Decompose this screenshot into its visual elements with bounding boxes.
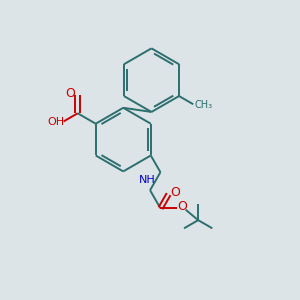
Text: O: O: [177, 200, 187, 213]
Text: OH: OH: [48, 117, 65, 128]
Text: O: O: [170, 186, 180, 199]
Text: NH: NH: [139, 175, 155, 185]
Text: O: O: [65, 87, 75, 100]
Text: CH₃: CH₃: [195, 100, 213, 110]
